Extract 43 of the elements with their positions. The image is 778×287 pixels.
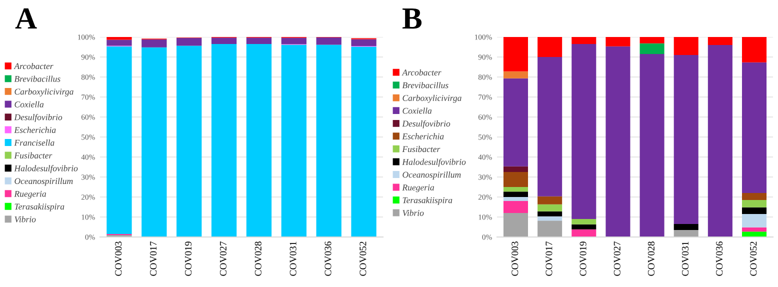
legend-label: Terasakiispira [14,203,64,212]
legend-label: Desulfovibrio [402,120,450,128]
chart-title: A [15,8,37,28]
legend-label: Escherichia [402,133,444,140]
x-tick-label: COV031 [290,242,296,276]
legend-label: Desulfovibrio [14,114,62,122]
legend-label: Brevibacillus [402,82,448,88]
x-tick-label: COV017 [546,241,552,276]
x-tick-label: COV027 [220,241,227,276]
legend-label: Francisella [14,140,54,146]
legend-label: Oceanospirillum [402,172,461,180]
x-tick-label: COV036 [324,241,332,276]
x-tick-label: COV019 [184,242,192,276]
x-tick-label: COV003 [512,242,518,276]
x-tick-label: COV003 [115,242,122,276]
legend-label: Brevibacillus [14,76,60,82]
x-tick-label: COV031 [682,242,689,276]
legend-label: Arcobacter [402,69,442,76]
legend-label: Vibrio [14,216,36,222]
legend-label: Carboxylicivirga [14,88,74,96]
legend-label: Fusibacter [402,146,440,152]
legend-label: Terasakiispira [402,197,452,205]
x-tick-label: COV028 [254,242,262,276]
legend-label: Carboxylicivirga [402,94,462,103]
legend-label: Ruegeria [402,184,434,192]
legend-label: Vibrio [402,210,424,216]
legend-label: Halodesulfovibrio [402,158,466,167]
x-tick-label: COV019 [580,242,586,276]
x-tick-label: COV036 [716,241,723,276]
x-tick-label: COV052 [360,242,366,276]
x-tick-label: COV017 [150,241,157,276]
legend-label: Halodesulfovibrio [14,165,78,174]
legend-label: Arcobacter [14,62,54,70]
x-tick-label: COV052 [750,242,757,276]
legend-label: Coxiella [14,101,44,108]
legend-label: Oceanospirillum [14,178,73,186]
x-tick-label: COV027 [614,241,620,276]
x-tick-label: COV028 [648,242,655,276]
legend-label: Escherichia [14,126,56,133]
legend-label: Ruegeria [14,190,46,199]
legend-label: Coxiella [402,108,432,114]
legend-label: Fusibacter [14,152,52,158]
chart-title: B [402,8,422,29]
